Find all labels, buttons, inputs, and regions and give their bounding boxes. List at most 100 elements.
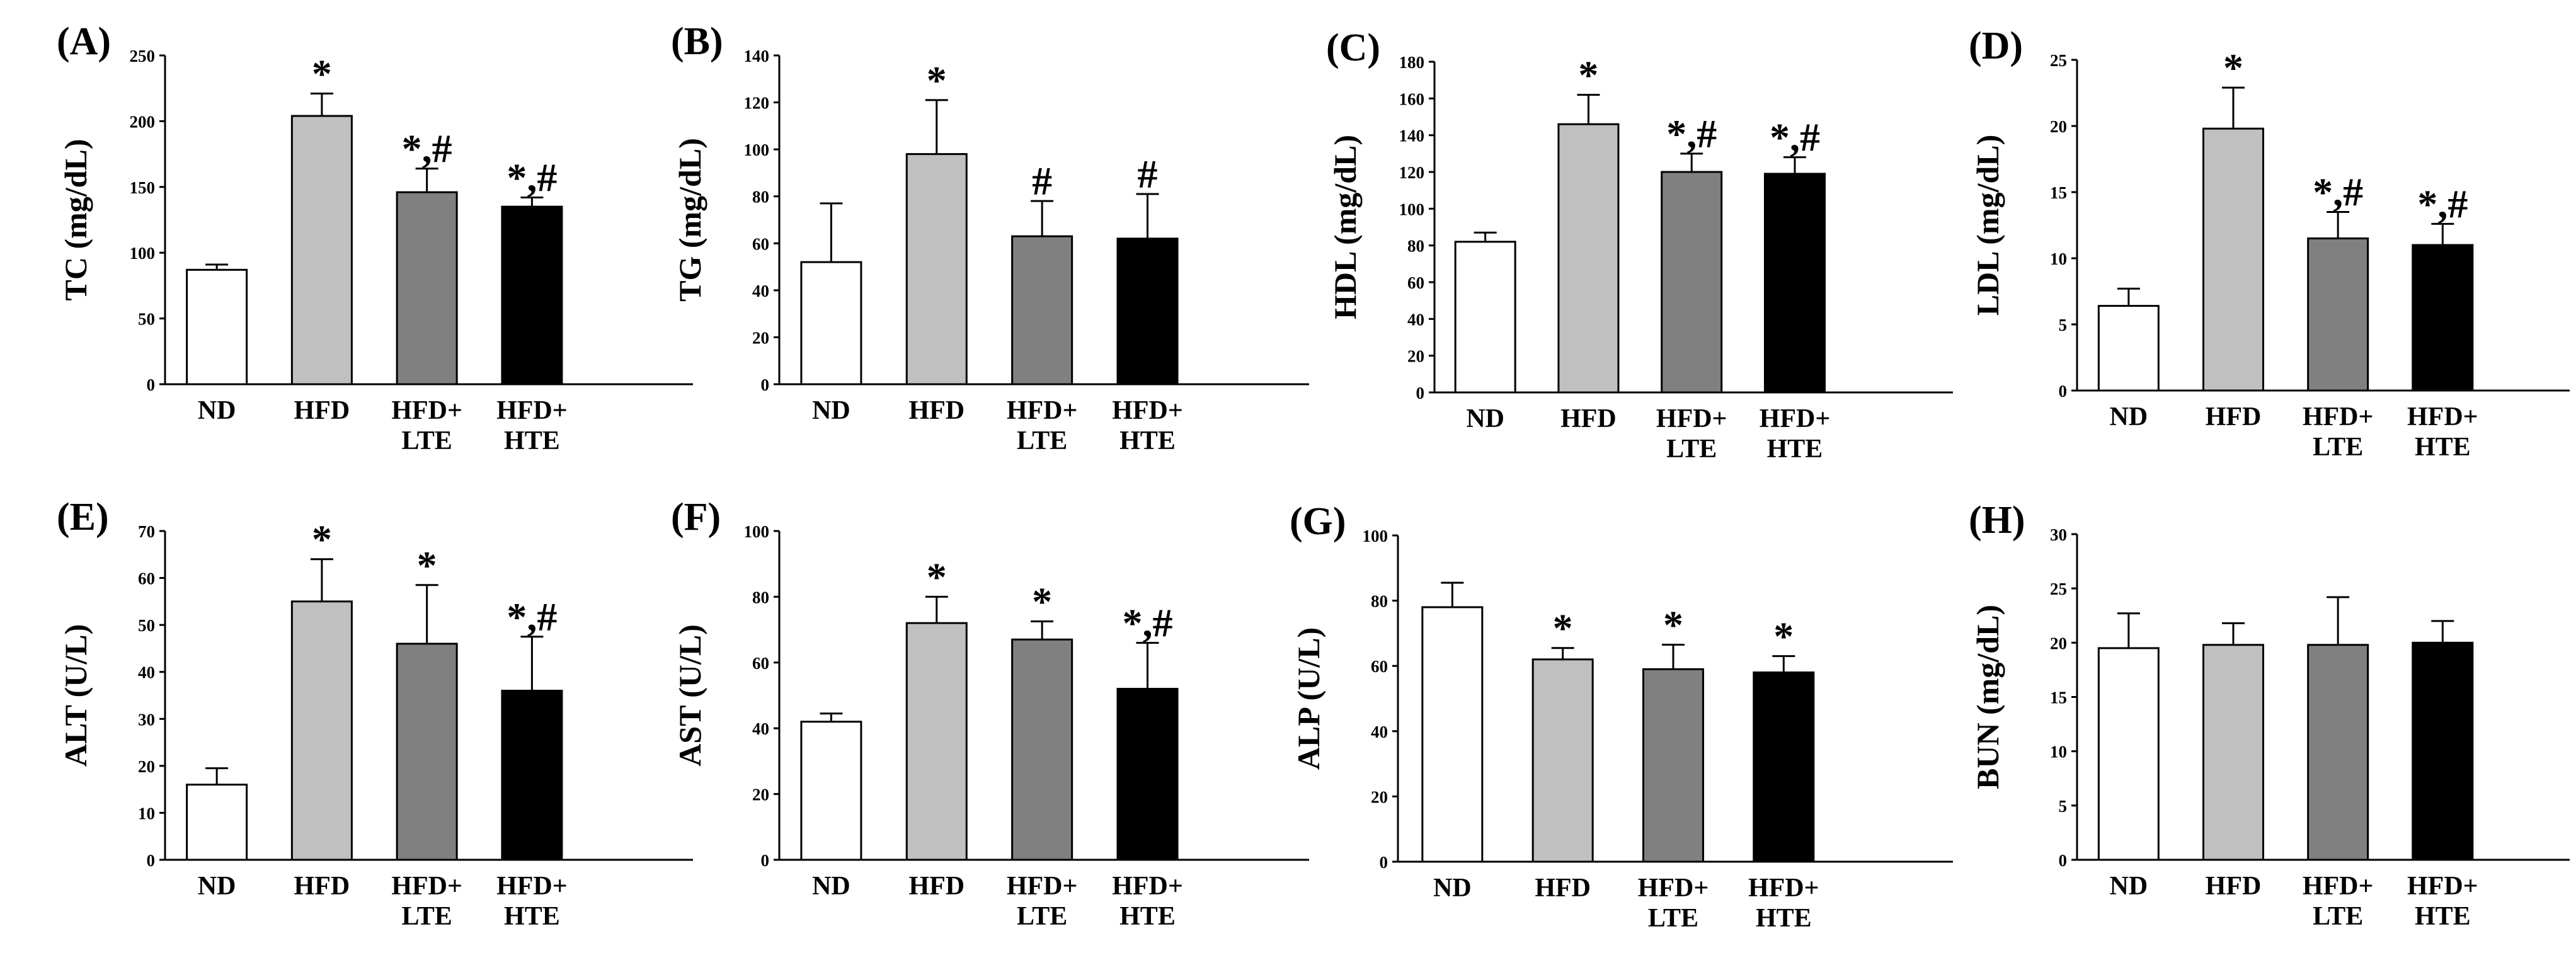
- y-tick-label: 50: [138, 310, 155, 329]
- category-label: ND: [1433, 874, 1472, 903]
- significance-label: *,#: [402, 127, 452, 171]
- y-tick-label: 150: [130, 178, 156, 197]
- category-label: HFD: [294, 872, 350, 901]
- significance-label: *: [312, 517, 332, 562]
- y-tick-label: 80: [1371, 592, 1388, 611]
- y-tick-label: 80: [1407, 237, 1424, 256]
- category-label: LTE: [2313, 902, 2363, 931]
- y-tick-label: 50: [138, 616, 155, 635]
- category-label: HFD+: [496, 396, 568, 425]
- panel-label: (H): [1969, 499, 2025, 542]
- y-tick-label: 0: [147, 851, 156, 870]
- category-label: ND: [1466, 404, 1504, 433]
- bar: [2202, 644, 2264, 861]
- category-label: HFD+: [1112, 872, 1183, 901]
- y-tick-label: 20: [2050, 117, 2067, 136]
- y-tick-label: 0: [761, 375, 770, 394]
- y-tick-label: 20: [138, 757, 155, 776]
- bar: [1557, 123, 1620, 394]
- y-tick-label: 15: [2050, 688, 2067, 707]
- significance-label: *,#: [507, 156, 557, 200]
- y-axis-label: AST (U/L): [672, 624, 707, 767]
- bar: [2307, 237, 2369, 392]
- bar: [1421, 606, 1484, 863]
- y-tick-label: 15: [2050, 183, 2067, 202]
- bar: [186, 784, 248, 861]
- category-label: HTE: [2415, 902, 2471, 931]
- bar: [290, 600, 353, 861]
- y-tick-label: 0: [1380, 853, 1388, 872]
- y-tick-label: 25: [2050, 51, 2067, 70]
- significance-label: *: [1553, 606, 1573, 651]
- bar: [800, 721, 862, 861]
- category-label: LTE: [402, 426, 452, 455]
- category-label: LTE: [2313, 433, 2363, 462]
- significance-label: *: [1578, 53, 1598, 98]
- panel-label: (D): [1969, 25, 2023, 67]
- y-tick-label: 40: [1407, 310, 1424, 329]
- bar: [2097, 305, 2160, 392]
- panel-label: (A): [57, 20, 111, 63]
- y-axis-label: ALT (U/L): [58, 624, 93, 767]
- category-label: ND: [198, 396, 236, 425]
- y-tick-label: 60: [752, 234, 769, 253]
- category-label: HTE: [504, 902, 560, 931]
- category-label: ND: [2109, 403, 2148, 431]
- significance-label: *: [312, 52, 332, 96]
- panel-2: (C) HDL (mg/dL) 0 20 40 60 80 100 120 140 160 180 ND…: [1326, 26, 1953, 464]
- panel-label: (G): [1290, 500, 1346, 543]
- category-label: HFD+: [2303, 403, 2374, 431]
- bar: [2097, 647, 2160, 861]
- bar: [905, 153, 968, 385]
- category-label: HFD: [2206, 403, 2262, 431]
- category-label: HFD: [1560, 404, 1617, 433]
- y-tick-label: 20: [752, 785, 769, 804]
- y-tick-label: 80: [752, 588, 769, 607]
- significance-label: *: [927, 58, 947, 103]
- significance-label: #: [1137, 152, 1157, 197]
- category-label: HFD+: [2407, 872, 2478, 901]
- significance-label: *: [1663, 603, 1683, 648]
- category-label: ND: [812, 396, 850, 425]
- category-label: LTE: [1017, 902, 1067, 931]
- y-tick-label: 20: [1407, 347, 1424, 366]
- category-label: HFD+: [1656, 404, 1727, 433]
- y-tick-label: 10: [138, 804, 155, 823]
- y-tick-label: 0: [2059, 851, 2068, 870]
- y-tick-label: 5: [2059, 797, 2068, 816]
- y-tick-label: 40: [138, 663, 155, 682]
- significance-label: *,#: [507, 595, 557, 639]
- significance-label: *,#: [1666, 111, 1717, 156]
- significance-label: *: [1032, 580, 1052, 624]
- bar: [501, 205, 563, 385]
- y-tick-label: 250: [130, 47, 156, 66]
- category-label: HTE: [2415, 433, 2471, 462]
- y-axis-label: LDL (mg/dL): [1970, 135, 2005, 316]
- significance-label: *: [2223, 45, 2243, 90]
- y-tick-label: 10: [2050, 249, 2067, 268]
- category-label: HFD+: [2303, 872, 2374, 901]
- category-label: LTE: [1666, 435, 1717, 464]
- y-tick-label: 80: [752, 188, 769, 207]
- bar: [1763, 173, 1826, 394]
- y-tick-label: 200: [130, 112, 156, 131]
- y-tick-label: 100: [744, 140, 770, 159]
- category-label: LTE: [1017, 426, 1067, 455]
- y-tick-label: 20: [1371, 787, 1388, 806]
- category-label: ND: [198, 872, 236, 901]
- category-label: HFD+: [1007, 872, 1078, 901]
- significance-label: #: [1032, 159, 1052, 203]
- significance-label: *: [927, 554, 947, 599]
- y-tick-label: 60: [752, 654, 769, 673]
- y-tick-label: 0: [2059, 382, 2068, 401]
- category-label: HFD+: [391, 872, 462, 901]
- category-label: ND: [2109, 872, 2148, 901]
- y-tick-label: 120: [1399, 163, 1425, 182]
- bar: [2202, 127, 2264, 392]
- bar: [1531, 658, 1594, 863]
- y-tick-label: 0: [761, 851, 770, 870]
- y-axis-label: TG (mg/dL): [672, 138, 707, 302]
- category-label: LTE: [1648, 904, 1698, 933]
- y-tick-label: 100: [1399, 200, 1425, 219]
